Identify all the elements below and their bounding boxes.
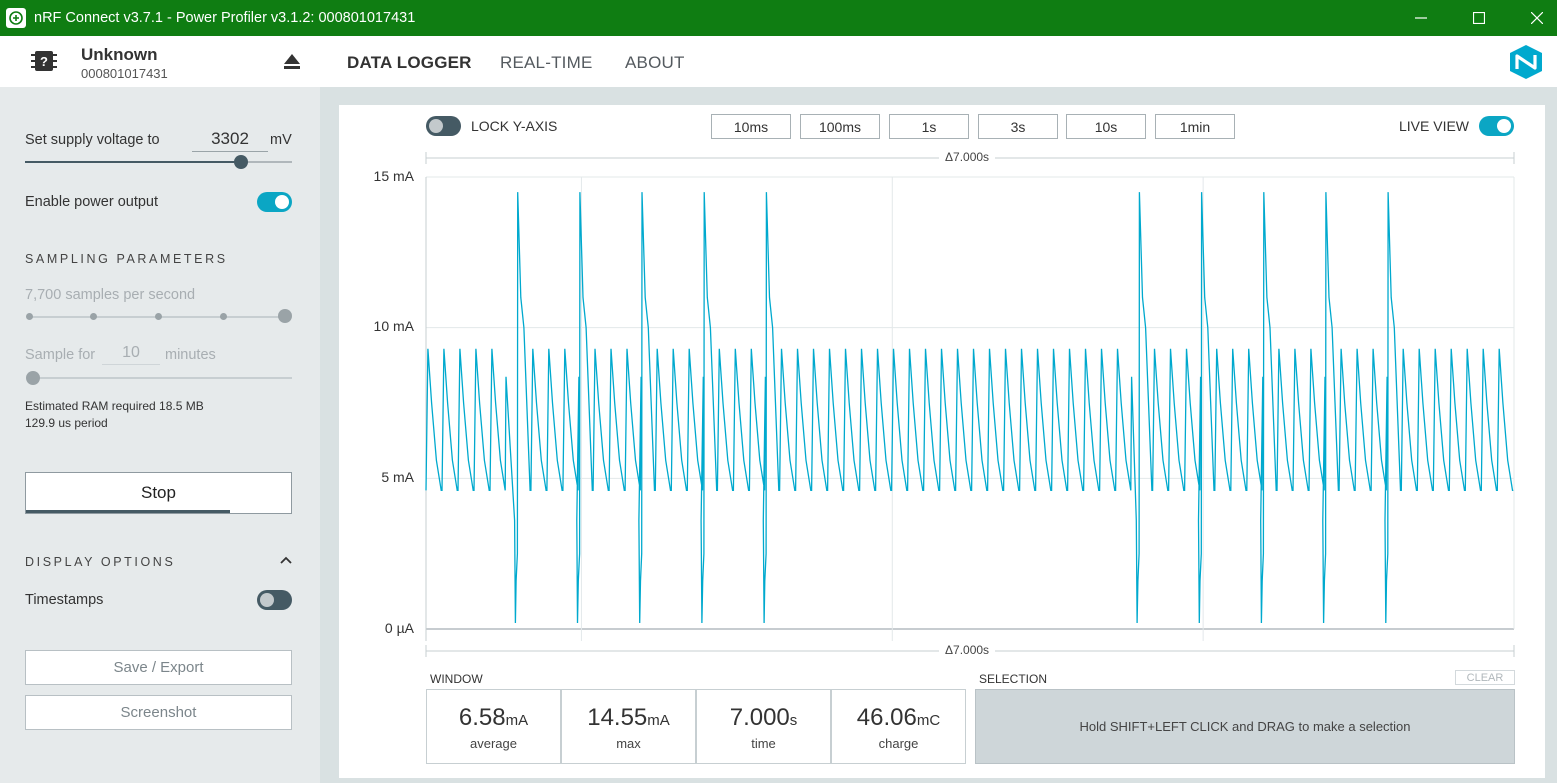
supply-voltage-slider-handle[interactable]: [234, 155, 249, 169]
selection-hint-box: Hold SHIFT+LEFT CLICK and DRAG to make a…: [975, 689, 1515, 764]
stop-progress-bar: [26, 510, 231, 513]
delta-time-top: Δ7.000s: [939, 150, 996, 164]
stat-average-label: average: [470, 736, 517, 751]
lock-y-axis-toggle[interactable]: [426, 116, 461, 136]
sample-rate-tick: [90, 313, 97, 320]
stat-charge-value: 46.06: [856, 704, 917, 731]
maximize-button[interactable]: [1451, 0, 1507, 36]
supply-voltage-slider-fill: [25, 161, 242, 163]
stat-time-unit: s: [789, 712, 798, 729]
ram-required-text: Estimated RAM required 18.5 MB: [25, 399, 204, 413]
stat-time: 7.000s time: [696, 689, 831, 764]
stat-max-unit: mA: [647, 712, 670, 729]
stat-charge-unit: mC: [916, 712, 941, 729]
timestamps-toggle[interactable]: [257, 590, 292, 610]
svg-text:?: ?: [40, 54, 48, 69]
minimize-icon: [1415, 17, 1427, 19]
stop-button-label: Stop: [141, 483, 176, 502]
stop-button[interactable]: Stop: [25, 472, 292, 514]
sampling-parameters-title: SAMPLING PARAMETERS: [25, 252, 228, 266]
close-icon: [1531, 12, 1543, 24]
window-title: nRF Connect v3.7.1 - Power Profiler v3.1…: [34, 10, 416, 26]
stat-charge: 46.06mC charge: [831, 689, 966, 764]
lock-y-axis-label: LOCK Y-AXIS: [471, 118, 558, 134]
stat-time-value: 7.000: [729, 704, 790, 731]
stat-average: 6.58mA average: [426, 689, 561, 764]
power-output-toggle[interactable]: [257, 192, 292, 212]
sample-for-label: Sample for: [25, 347, 96, 363]
chevron-up-icon[interactable]: [280, 556, 292, 564]
tab-about[interactable]: ABOUT: [625, 53, 685, 72]
sample-rate-tick: [220, 313, 227, 320]
current-trace: [425, 192, 1514, 624]
live-view-toggle[interactable]: [1479, 116, 1514, 136]
save-export-button[interactable]: Save / Export: [25, 650, 292, 685]
timestamps-label: Timestamps: [25, 592, 104, 608]
window-1s-button[interactable]: 1s: [889, 114, 969, 139]
app-icon: [6, 8, 26, 28]
current-chart[interactable]: [339, 145, 1545, 665]
live-view-label: LIVE VIEW: [1399, 118, 1470, 134]
window-1min-button[interactable]: 1min: [1155, 114, 1235, 139]
screenshot-button[interactable]: Screenshot: [25, 695, 292, 730]
device-serial: 000801017431: [81, 66, 168, 81]
close-button[interactable]: [1509, 0, 1557, 36]
power-output-label: Enable power output: [25, 194, 159, 210]
stat-charge-label: charge: [878, 736, 919, 751]
y-tick-15ma: 15 mA: [373, 168, 414, 184]
samples-per-second-label: 7,700 samples per second: [25, 287, 196, 303]
stat-time-label: time: [751, 736, 776, 751]
selection-hint-text: Hold SHIFT+LEFT CLICK and DRAG to make a…: [1079, 719, 1411, 734]
supply-voltage-unit: mV: [270, 132, 292, 148]
period-text: 129.9 us period: [25, 416, 108, 430]
minimize-button[interactable]: [1393, 0, 1449, 36]
tab-real-time[interactable]: REAL-TIME: [500, 53, 593, 72]
sidebar: Set supply voltage to 3302 mV Enable pow…: [0, 87, 320, 783]
window-100ms-button[interactable]: 100ms: [800, 114, 880, 139]
title-bar: nRF Connect v3.7.1 - Power Profiler v3.1…: [0, 0, 1557, 36]
app-header: ? Unknown 000801017431 DATA LOGGER REAL-…: [0, 36, 1557, 87]
window-stats-title: WINDOW: [430, 672, 483, 686]
tab-data-logger[interactable]: DATA LOGGER: [347, 53, 472, 72]
stat-max-value: 14.55: [587, 704, 648, 731]
selection-stats-title: SELECTION: [979, 672, 1048, 686]
window-10s-button[interactable]: 10s: [1066, 114, 1146, 139]
sample-duration-input[interactable]: 10: [102, 344, 160, 365]
window-10ms-button[interactable]: 10ms: [711, 114, 791, 139]
sample-for-unit: minutes: [165, 347, 216, 363]
sample-duration-slider[interactable]: [32, 377, 292, 379]
y-tick-10ma: 10 mA: [373, 318, 414, 334]
chip-icon: ?: [31, 51, 57, 71]
sample-rate-slider-handle[interactable]: [278, 309, 292, 323]
supply-voltage-input[interactable]: 3302: [192, 129, 268, 152]
chart-panel: LOCK Y-AXIS 10ms 100ms 1s 3s 10s 1min LI…: [339, 105, 1545, 778]
supply-voltage-label: Set supply voltage to: [25, 132, 160, 148]
stat-average-value: 6.58: [458, 704, 506, 731]
eject-icon[interactable]: [283, 52, 301, 70]
y-tick-0ua: 0 µA: [384, 620, 414, 636]
display-options-title: DISPLAY OPTIONS: [25, 555, 176, 569]
maximize-icon: [1473, 12, 1485, 24]
nordic-logo: [1510, 45, 1542, 79]
sample-rate-tick: [155, 313, 162, 320]
sample-rate-tick: [26, 313, 33, 320]
stat-max: 14.55mA max: [561, 689, 696, 764]
sample-duration-slider-handle[interactable]: [26, 371, 40, 385]
clear-selection-button[interactable]: CLEAR: [1455, 670, 1515, 685]
device-name[interactable]: Unknown: [81, 45, 158, 64]
stat-max-label: max: [616, 736, 641, 751]
y-tick-5ma: 5 mA: [381, 469, 414, 485]
stat-average-unit: mA: [505, 712, 529, 729]
delta-time-bottom: Δ7.000s: [939, 643, 996, 657]
window-3s-button[interactable]: 3s: [978, 114, 1058, 139]
